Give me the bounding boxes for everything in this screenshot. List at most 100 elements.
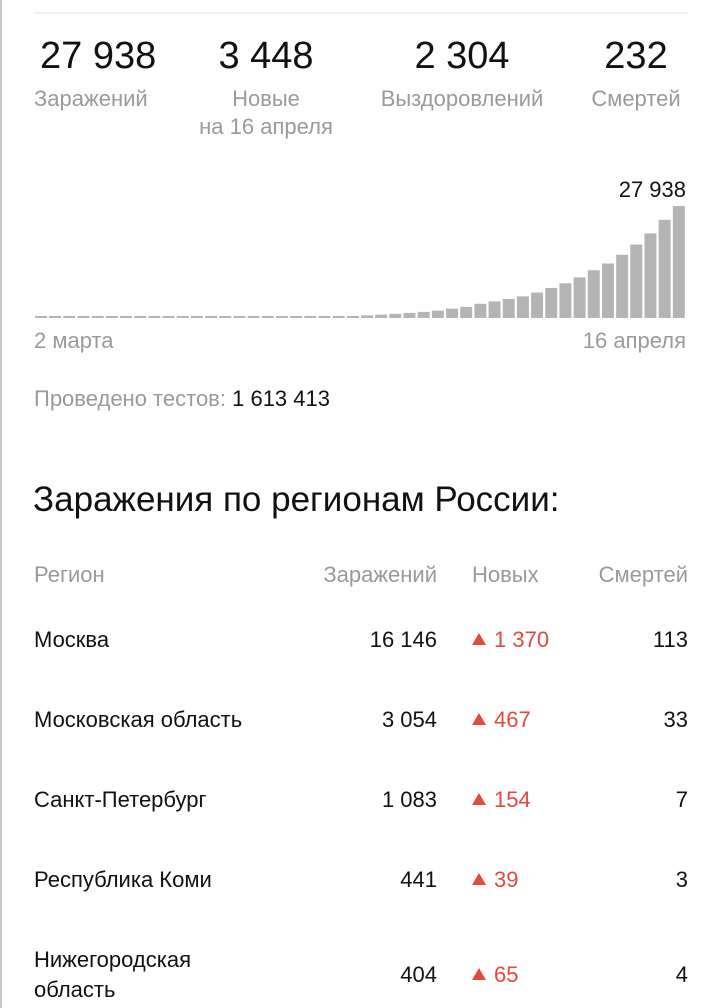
chart-bar	[346, 316, 359, 318]
infections-bar-chart: 27 938	[35, 177, 686, 318]
stat-new-cases: 3 448 Новые на 16 апреля	[186, 34, 346, 140]
chart-bar	[275, 316, 288, 318]
chart-bar	[658, 219, 671, 318]
region-new-cases: 65	[472, 962, 518, 988]
table-row[interactable]: Республика Коми 441 39 3	[0, 867, 720, 927]
region-name: Москва	[34, 627, 110, 652]
table-row[interactable]: Нижегородская область 404 65 4	[0, 947, 720, 1007]
chart-bar	[290, 316, 303, 318]
region-new-value: 39	[494, 867, 519, 892]
table-row[interactable]: Московская область 3 054 467 33	[0, 707, 720, 767]
region-cases: 3 054	[381, 707, 437, 732]
region-name-line1: Нижегородская	[34, 947, 191, 972]
region-name: Санкт-Петербург	[34, 787, 207, 812]
chart-bar	[63, 316, 76, 318]
increase-arrow-icon	[472, 713, 486, 725]
chart-bar	[616, 254, 629, 318]
chart-bar	[431, 310, 444, 318]
region-deaths: 3	[675, 867, 688, 892]
region-new-cases: 467	[472, 707, 531, 733]
region-deaths: 7	[675, 787, 688, 812]
chart-bar	[375, 314, 388, 318]
chart-bar	[219, 316, 232, 318]
chart-last-value-label: 27 938	[619, 177, 686, 202]
region-name-line2: область	[34, 977, 116, 1002]
chart-bar	[190, 316, 203, 318]
chart-bar	[531, 292, 544, 318]
stat-new-cases-label-line1: Новые	[232, 86, 300, 111]
region-deaths: 33	[663, 707, 688, 732]
chart-bar	[318, 316, 331, 318]
chart-bar	[261, 316, 274, 318]
chart-bar	[162, 316, 175, 318]
chart-bar	[672, 206, 685, 318]
table-row[interactable]: Санкт-Петербург 1 083 154 7	[0, 787, 720, 847]
stat-deaths: 232 Смертей	[580, 34, 692, 112]
region-cases: 404	[400, 962, 437, 987]
chart-bar	[488, 301, 501, 318]
chart-bar	[559, 283, 572, 318]
chart-bar	[35, 316, 47, 318]
chart-bar	[105, 316, 118, 318]
region-new-cases: 39	[472, 867, 518, 893]
chart-bar	[304, 316, 317, 318]
left-edge-border	[0, 0, 2, 1008]
chart-end-date: 16 апреля	[582, 328, 686, 353]
region-new-value: 65	[494, 962, 519, 987]
chart-bar	[403, 312, 416, 318]
region-new-cases: 1 370	[472, 627, 549, 653]
tests-conducted: Проведено тестов: 1 613 413	[34, 386, 330, 412]
chart-start-date: 2 марта	[34, 328, 114, 353]
stat-new-cases-label-line2: на 16 апреля	[199, 114, 333, 139]
chart-bar	[361, 315, 373, 318]
chart-bar	[516, 296, 529, 318]
table-row[interactable]: Москва 16 146 1 370 113	[0, 627, 720, 687]
chart-bar	[446, 308, 459, 318]
chart-bar	[601, 263, 614, 318]
chart-bar	[417, 311, 430, 318]
chart-bar	[573, 277, 586, 318]
region-name: Республика Коми	[34, 867, 212, 892]
stat-new-cases-value: 3 448	[218, 35, 314, 77]
header-new: Новых	[472, 562, 539, 587]
chart-bar	[176, 316, 189, 318]
chart-bar	[332, 316, 345, 318]
increase-arrow-icon	[472, 873, 486, 885]
regions-title: Заражения по регионам России:	[33, 480, 560, 519]
increase-arrow-icon	[472, 633, 486, 645]
chart-bar	[77, 316, 90, 318]
stat-recovered: 2 304 Выздоровлений	[362, 34, 562, 112]
chart-bars	[35, 206, 685, 318]
header-cases: Заражений	[323, 562, 437, 587]
chart-bar	[474, 303, 487, 318]
chart-bar	[502, 299, 515, 318]
chart-bar	[389, 313, 402, 318]
increase-arrow-icon	[472, 968, 486, 980]
stat-deaths-value: 232	[604, 35, 668, 77]
region-new-value: 467	[494, 707, 531, 732]
region-cases: 16 146	[369, 627, 437, 652]
header-deaths: Смертей	[598, 562, 688, 587]
chart-bar	[148, 316, 161, 318]
region-new-value: 154	[494, 787, 531, 812]
stat-infections-label: Заражений	[34, 86, 148, 111]
chart-bar	[233, 316, 246, 318]
chart-bar	[120, 316, 133, 318]
region-new-value: 1 370	[494, 627, 550, 652]
chart-bar	[49, 316, 62, 318]
region-new-cases: 154	[472, 787, 531, 813]
chart-bar	[644, 233, 657, 318]
stat-infections-value: 27 938	[40, 35, 157, 77]
region-cases: 1 083	[381, 787, 437, 812]
stat-recovered-value: 2 304	[414, 35, 510, 77]
region-name: Московская область	[34, 707, 243, 732]
header-region: Регион	[34, 562, 105, 587]
increase-arrow-icon	[472, 793, 486, 805]
chart-bar	[205, 316, 218, 318]
tests-value: 1 613 413	[232, 386, 330, 411]
region-deaths: 113	[652, 627, 688, 652]
chart-bar	[630, 244, 643, 318]
region-cases: 441	[400, 867, 437, 892]
chart-bar	[545, 287, 558, 318]
stat-recovered-label: Выздоровлений	[380, 86, 544, 111]
